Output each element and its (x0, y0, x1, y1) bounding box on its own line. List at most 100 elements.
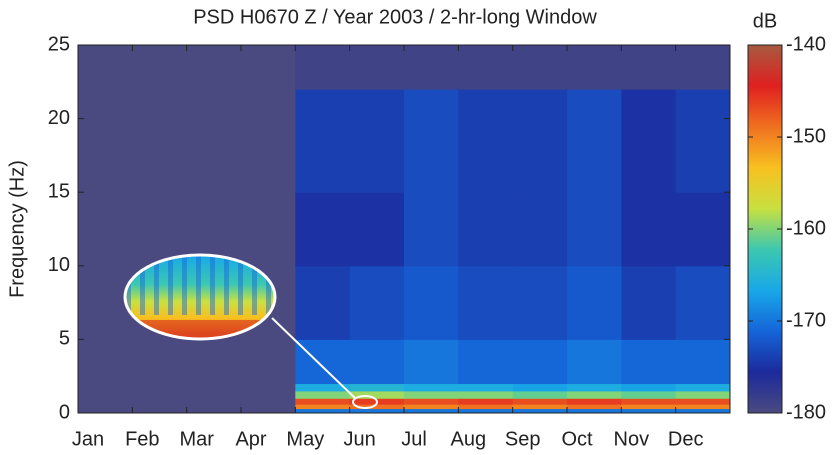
heatmap-cell (186, 89, 242, 193)
zoom-region (352, 395, 378, 409)
heatmap-cell (349, 383, 405, 392)
heatmap-cell (78, 45, 133, 90)
heatmap-cell (132, 383, 188, 392)
heatmap-cell (458, 404, 514, 410)
heatmap-cell (295, 89, 351, 193)
colorbar-tick-label: -140 (786, 33, 826, 55)
colorbar: -180 -170 -160 -150 -140 (747, 33, 826, 423)
heatmap-cell (186, 398, 242, 405)
heatmap-cell (567, 192, 622, 267)
heatmap-cell (132, 192, 188, 267)
heatmap-cell (512, 383, 568, 392)
colorbar-tick-label: -150 (786, 125, 826, 147)
heatmap-cell (512, 398, 568, 405)
heatmap-cell (567, 398, 622, 405)
x-tick-label: May (286, 428, 324, 450)
heatmap-cell (621, 404, 677, 410)
heatmap-cell (458, 398, 514, 405)
x-tick-label: Oct (561, 428, 593, 450)
colorbar-tick-label: -180 (786, 401, 826, 423)
heatmap-cell (404, 408, 459, 414)
x-tick-label: Apr (235, 428, 266, 450)
heatmap-cell (675, 383, 731, 392)
heatmap-cell (621, 408, 677, 414)
heatmap-cell (404, 404, 459, 410)
chart-title: PSD H0670 Z / Year 2003 / 2-hr-long Wind… (193, 6, 597, 28)
heatmap-cell (132, 390, 188, 399)
heatmap-cell (349, 404, 405, 410)
colorbar-tick-label: -160 (786, 217, 826, 239)
heatmap-cell (295, 408, 351, 414)
heatmap-cell (621, 265, 677, 340)
heatmap-cell (675, 408, 731, 414)
heatmap-cell (567, 339, 622, 385)
y-tick-label: 15 (48, 180, 70, 202)
colorbar-tick-label: -170 (786, 309, 826, 331)
heatmap-cell (78, 339, 133, 385)
heatmap-cell (186, 45, 242, 90)
heatmap-cell (567, 408, 622, 414)
x-tick-label: Dec (668, 428, 704, 450)
heatmap-cell (621, 383, 677, 392)
axes: 0 5 10 15 20 25 Jan Feb Mar Apr May Jun Jul Aug Sep Oct… (48, 33, 731, 450)
heatmap-cell (132, 404, 188, 410)
heatmap-cell (78, 192, 133, 267)
x-tick-label: Sep (505, 428, 541, 450)
heatmap-cell (241, 339, 296, 385)
heatmap-cell (675, 89, 731, 193)
heatmap-cell (512, 265, 568, 340)
heatmap (78, 45, 731, 414)
heatmap-cell (132, 89, 188, 193)
heatmap-cell (675, 404, 731, 410)
heatmap-cell (458, 390, 514, 399)
heatmap-cell (186, 390, 242, 399)
heatmap-cell (186, 408, 242, 414)
zoom-ellipse (123, 253, 277, 341)
heatmap-cell (295, 265, 351, 340)
heatmap-cell (404, 89, 459, 193)
heatmap-cell (512, 408, 568, 414)
heatmap-cell (186, 339, 242, 385)
heatmap-cell (512, 89, 568, 193)
heatmap-cell (295, 339, 351, 385)
x-tick-label: Feb (125, 428, 159, 450)
heatmap-cell (458, 89, 514, 193)
heatmap-cell (567, 404, 622, 410)
heatmap-cell (458, 265, 514, 340)
zoom-connector (271, 317, 357, 400)
heatmap-cell (621, 398, 677, 405)
heatmap-cell (404, 192, 459, 267)
heatmap-cell (349, 408, 405, 414)
y-axis-label: Frequency (Hz) (6, 160, 28, 298)
heatmap-cell (675, 398, 731, 405)
heatmap-cell (675, 265, 731, 340)
heatmap-cell (241, 390, 296, 399)
heatmap-cell (621, 390, 677, 399)
heatmap-cell (404, 398, 459, 405)
heatmap-cell (186, 404, 242, 410)
heatmap-cell (512, 339, 568, 385)
heatmap-cell (512, 404, 568, 410)
zoom-inset (123, 253, 378, 409)
heatmap-cell (512, 390, 568, 399)
heatmap-cell (241, 192, 296, 267)
y-tick-label: 20 (48, 107, 70, 129)
heatmap-cell (349, 45, 405, 90)
x-tick-label: Mar (179, 428, 214, 450)
heatmap-cell (78, 265, 133, 340)
heatmap-cell (675, 339, 731, 385)
heatmap-cell (404, 45, 459, 90)
heatmap-cell (295, 404, 351, 410)
heatmap-cell (458, 192, 514, 267)
heatmap-cell (78, 404, 133, 410)
heatmap-cell (241, 404, 296, 410)
y-tick-label: 25 (48, 33, 70, 55)
heatmap-cell (458, 45, 514, 90)
heatmap-cell (349, 390, 405, 399)
colorbar-scale (747, 44, 783, 414)
heatmap-cell (621, 89, 677, 193)
heatmap-cell (241, 89, 296, 193)
heatmap-cell (404, 339, 459, 385)
heatmap-cell (458, 408, 514, 414)
heatmap-cell (78, 398, 133, 405)
